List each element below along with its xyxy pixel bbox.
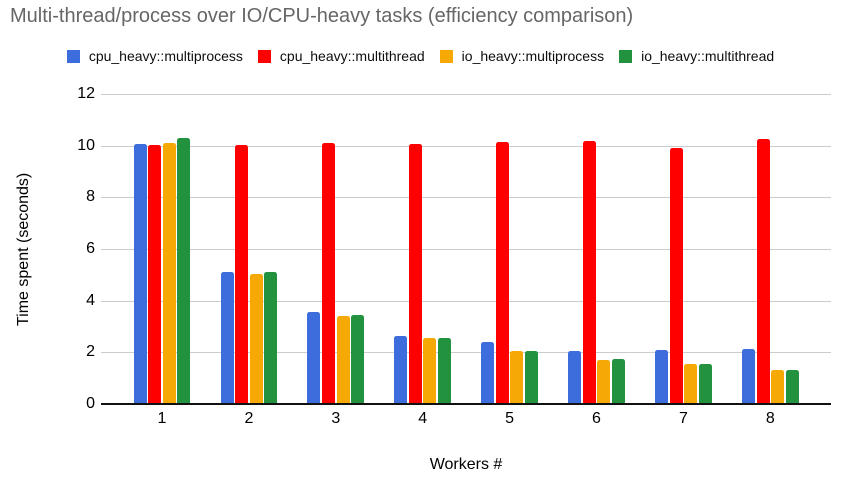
bar-io_heavy::multiprocess (162, 143, 176, 404)
bar-cpu_heavy::multiprocess (655, 350, 668, 404)
gridline (101, 249, 831, 250)
bar-io_heavy::multiprocess (249, 273, 263, 404)
bar-group (220, 144, 278, 404)
legend-swatch (257, 49, 271, 63)
bar-group (741, 138, 799, 404)
bar-group (133, 138, 191, 404)
bar-io_heavy::multiprocess (423, 338, 437, 404)
bar-cpu_heavy::multiprocess (568, 351, 582, 404)
bar-cpu_heavy::multithread (148, 144, 162, 404)
bar-cpu_heavy::multithread (582, 141, 596, 404)
bar-io_heavy::multithread (611, 359, 625, 404)
y-tick-label: 4 (86, 291, 95, 309)
bar-io_heavy::multithread (177, 138, 191, 404)
legend-item: io_heavy::multithread (619, 48, 774, 64)
legend-label: io_heavy::multithread (641, 48, 775, 64)
bar-io_heavy::multithread (351, 314, 365, 404)
plot-area (101, 94, 831, 405)
legend-label: cpu_heavy::multithread (279, 48, 425, 64)
x-tick-label: 7 (678, 410, 688, 427)
bar-io_heavy::multiprocess (684, 364, 698, 404)
x-tick-label: 3 (331, 410, 341, 427)
bar-io_heavy::multithread (698, 364, 712, 404)
bar-cpu_heavy::multiprocess (307, 312, 321, 404)
bar-io_heavy::multithread (264, 271, 278, 404)
bar-io_heavy::multiprocess (771, 369, 785, 404)
gridline (101, 352, 831, 354)
bar-group (307, 143, 365, 404)
y-tick-label: 8 (86, 188, 95, 206)
chart-title: Multi-thread/process over IO/CPU-heavy t… (10, 5, 634, 27)
bar-cpu_heavy::multiprocess (394, 335, 408, 404)
bar-group (394, 143, 452, 404)
y-tick-label: 0 (86, 395, 95, 412)
x-tick-label: 2 (244, 410, 254, 427)
legend-item: cpu_heavy::multiprocess (66, 48, 243, 64)
bar-cpu_heavy::multithread (235, 144, 249, 404)
bar-group (654, 148, 712, 404)
bar-io_heavy::multithread (438, 337, 452, 404)
bar-cpu_heavy::multithread (495, 142, 509, 404)
gridline (101, 145, 831, 147)
bar-cpu_heavy::multiprocess (481, 342, 495, 404)
bar-cpu_heavy::multithread (756, 138, 770, 404)
legend-swatch (66, 49, 80, 63)
bar-cpu_heavy::multithread (669, 148, 683, 404)
x-tick-label: 8 (765, 410, 775, 427)
bar-cpu_heavy::multithread (408, 143, 422, 404)
x-tick-label: 1 (157, 410, 167, 427)
x-tick-label: 6 (592, 410, 601, 427)
y-tick-label: 10 (77, 136, 95, 154)
x-tick-label: 4 (418, 410, 428, 427)
bar-cpu_heavy::multiprocess (133, 143, 147, 404)
legend: cpu_heavy::multiprocess cpu_heavy::multit… (0, 47, 841, 65)
y-tick-label: 12 (77, 85, 95, 102)
bar-io_heavy::multithread (524, 351, 538, 404)
legend-item: io_heavy::multiprocess (439, 48, 605, 64)
bar-io_heavy::multiprocess (597, 359, 611, 404)
bar-group (481, 142, 539, 404)
bar-cpu_heavy::multithread (322, 143, 335, 404)
gridline (101, 197, 831, 199)
x-axis-line (101, 403, 831, 405)
legend-swatch (619, 49, 633, 63)
bar-cpu_heavy::multiprocess (220, 272, 234, 404)
y-axis-labels: 0 2 4 6 8 10 12 (0, 85, 95, 412)
bar-io_heavy::multiprocess (510, 351, 524, 404)
bar-cpu_heavy::multiprocess (741, 348, 755, 404)
y-tick-label: 2 (86, 343, 95, 361)
bar-io_heavy::multiprocess (336, 315, 350, 404)
y-tick-label: 6 (86, 240, 95, 257)
legend-label: cpu_heavy::multiprocess (88, 48, 243, 64)
legend-swatch (439, 49, 453, 63)
legend-label: io_heavy::multiprocess (461, 48, 605, 64)
legend-item: cpu_heavy::multithread (257, 48, 425, 64)
x-tick-label: 5 (505, 410, 515, 427)
x-axis-labels: 1 2 3 4 5 6 7 8 (101, 410, 831, 430)
bar-group (568, 141, 626, 404)
gridline (101, 300, 831, 302)
gridline (101, 94, 831, 95)
x-axis-title: Workers # (429, 456, 503, 473)
bar-io_heavy::multithread (785, 370, 799, 404)
